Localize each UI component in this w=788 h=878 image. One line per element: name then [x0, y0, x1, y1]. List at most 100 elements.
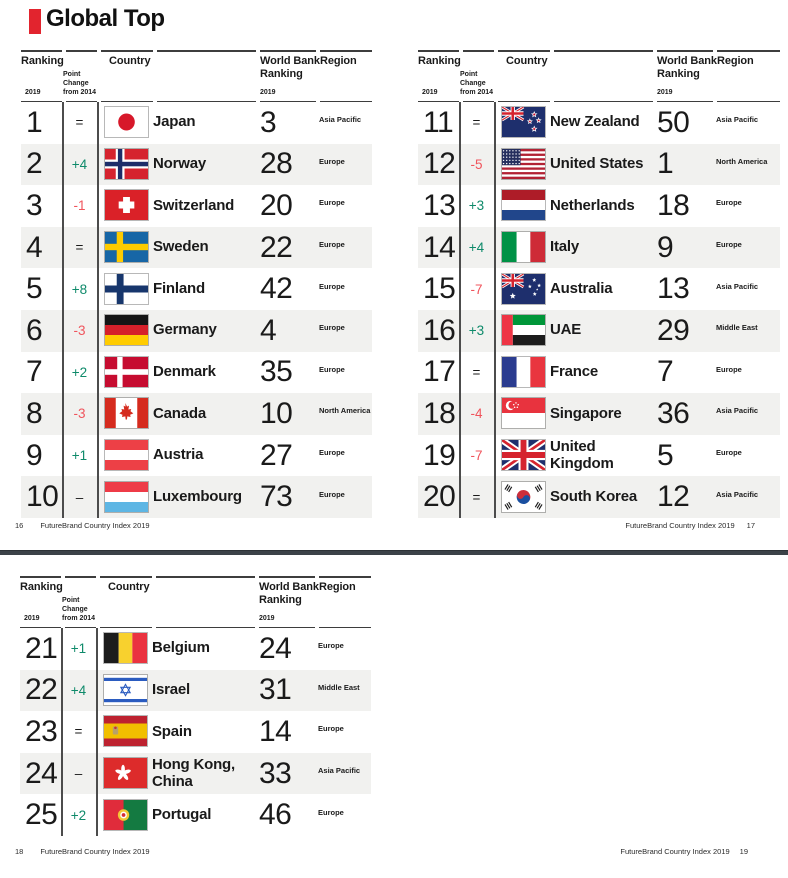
point-change-value: =: [472, 115, 481, 131]
rank-value: 11: [423, 105, 454, 139]
region-label: Europe: [319, 364, 345, 374]
hongkong-flag-icon: [103, 757, 148, 790]
ranking-table: Ranking Country World Bank Ranking Regio…: [20, 576, 371, 836]
region-label: North America: [716, 156, 768, 166]
rank-value: 4: [26, 230, 43, 264]
point-change-value: +4: [71, 156, 88, 172]
rank-value: 19: [423, 438, 456, 472]
region-label: Middle East: [716, 323, 758, 333]
point-change-value: =: [75, 240, 84, 256]
country-name: Italy: [550, 238, 580, 256]
table-header: Ranking Country World Bank Ranking Regio…: [418, 50, 780, 102]
country-name: Australia: [550, 279, 613, 297]
point-change-value: =: [75, 115, 84, 131]
table-row: 23 = Spain 14 Europe: [20, 711, 371, 753]
world-bank-ranking-value: 1: [657, 147, 674, 181]
newzealand-flag-icon: [501, 106, 546, 139]
col-header-region: Region: [320, 55, 357, 67]
table-header: Ranking Country World Bank Ranking Regio…: [20, 576, 371, 628]
rank-value: 23: [25, 714, 58, 748]
col-header-ranking: Ranking: [418, 55, 461, 67]
world-bank-ranking-value: 14: [259, 714, 292, 748]
world-bank-ranking-value: 5: [657, 438, 674, 472]
column-divider-line: [96, 628, 98, 836]
col-header-ranking: Ranking: [21, 55, 64, 67]
col-header-world-bank-ranking: World Bank Ranking: [259, 581, 319, 606]
column-divider-line: [494, 102, 496, 518]
table-row: 13 +3 Netherlands 18 Europe: [418, 185, 780, 227]
point-change-value: -1: [73, 198, 86, 214]
point-change-value: -5: [470, 156, 483, 172]
table-row: 10 – Luxembourg 73 Europe: [21, 476, 372, 518]
region-label: Europe: [716, 364, 742, 374]
point-change-value: +4: [468, 240, 485, 256]
country-name: Japan: [153, 113, 196, 131]
country-name: Singapore: [550, 404, 622, 422]
footer-page-number: 17: [746, 521, 755, 530]
table-row: 19 -7 United Kingdom 5 Europe: [418, 435, 780, 477]
singapore-flag-icon: [501, 397, 546, 430]
table-row: 24 – Hong Kong, China 33 Asia Pacific: [20, 752, 371, 795]
world-bank-ranking-value: 13: [657, 272, 690, 306]
header-bottom-rule: [20, 626, 371, 628]
subheader-ranking-year: 2019: [25, 88, 41, 96]
subheader-point-change: Point Change from 2014: [63, 70, 97, 96]
page-footer-right-bottom: FutureBrand Country Index 2019 19: [620, 847, 748, 856]
austria-flag-icon: [104, 439, 149, 472]
world-bank-ranking-value: 42: [260, 272, 293, 306]
canada-flag-icon: [104, 397, 149, 430]
rank-value: 15: [423, 272, 456, 306]
col-header-region: Region: [717, 55, 754, 67]
world-bank-ranking-value: 7: [657, 355, 674, 389]
table-row: 15 -7 Australia 13 Asia Pacific: [418, 268, 780, 310]
region-label: Europe: [716, 240, 742, 250]
region-label: Asia Pacific: [716, 406, 759, 416]
us-flag-icon: [501, 147, 546, 180]
col-header-country: Country: [108, 581, 150, 593]
world-bank-ranking-value: 50: [657, 105, 690, 139]
rank-value: 3: [26, 188, 43, 222]
country-name: South Korea: [550, 487, 637, 505]
uae-flag-icon: [501, 314, 546, 347]
subheader-point-change: Point Change from 2014: [460, 70, 494, 96]
world-bank-ranking-value: 3: [260, 105, 277, 139]
region-label: Europe: [318, 641, 344, 651]
footer-page-number: 19: [739, 847, 748, 856]
southkorea-flag-icon: [501, 480, 546, 513]
rank-value: 8: [26, 396, 43, 430]
point-change-value: =: [472, 489, 481, 505]
world-bank-ranking-value: 35: [260, 355, 293, 389]
table-row: 14 +4 Italy 9 Europe: [418, 226, 780, 269]
rank-value: 20: [423, 480, 456, 514]
country-name: Netherlands: [550, 196, 635, 214]
country-name: Denmark: [153, 362, 216, 380]
point-change-value: -7: [470, 281, 483, 297]
rank-value: 10: [26, 480, 59, 514]
subheader-ranking-year: 2019: [24, 614, 40, 622]
header-top-rule: [20, 576, 371, 578]
region-label: Europe: [319, 323, 345, 333]
col-header-world-bank-ranking: World Bank Ranking: [260, 55, 320, 80]
country-name: Israel: [152, 680, 190, 698]
region-label: Asia Pacific: [319, 115, 362, 125]
region-label: Europe: [319, 156, 345, 166]
table-body: 21 +1 Belgium 24 Europe 22 +4 Israel 31 …: [20, 628, 371, 836]
point-change-value: +3: [468, 323, 485, 339]
table-row: 16 +3 UAE 29 Middle East: [418, 309, 780, 352]
point-change-value: +3: [468, 198, 485, 214]
portugal-flag-icon: [103, 798, 148, 831]
luxembourg-flag-icon: [104, 480, 149, 513]
page-spread-divider: [0, 550, 788, 555]
point-change-value: -3: [73, 323, 86, 339]
australia-flag-icon: [501, 272, 546, 305]
sweden-flag-icon: [104, 231, 149, 264]
world-bank-ranking-value: 9: [657, 230, 674, 264]
world-bank-ranking-value: 31: [259, 673, 292, 707]
footer-text: FutureBrand Country Index 2019: [620, 847, 730, 856]
point-change-value: +1: [71, 448, 88, 464]
netherlands-flag-icon: [501, 189, 546, 222]
point-change-value: +8: [71, 281, 88, 297]
country-name: United States: [550, 154, 644, 172]
table-row: 3 -1 Switzerland 20 Europe: [21, 185, 372, 227]
